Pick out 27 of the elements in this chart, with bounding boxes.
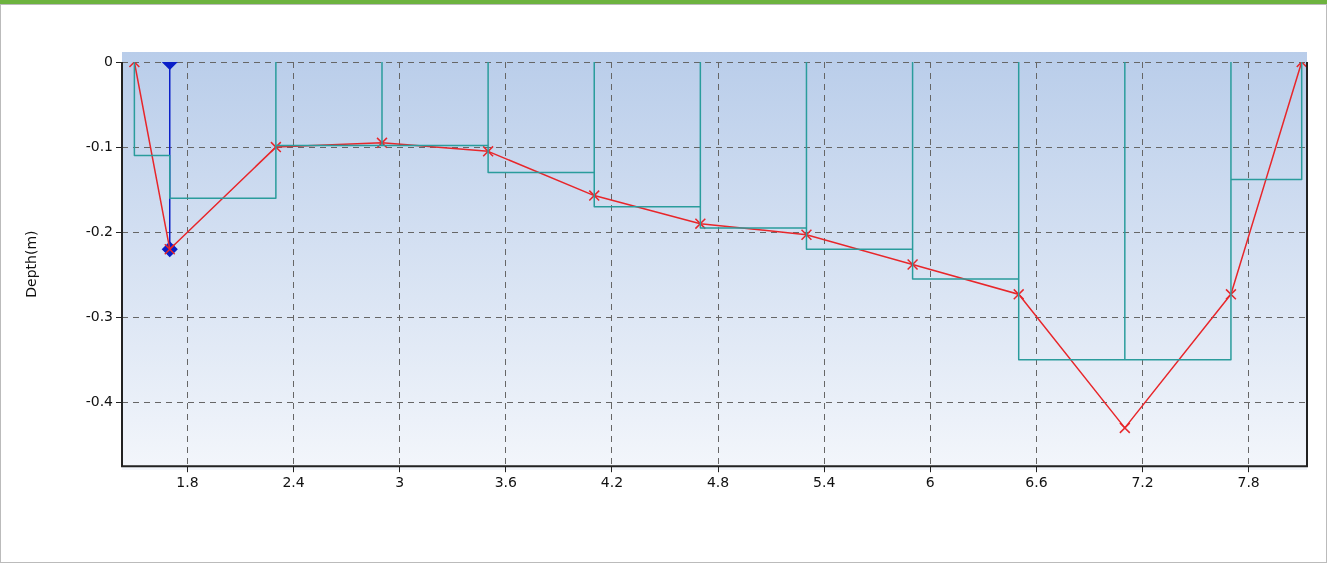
point [482,145,494,158]
x-tick-label: 2.4 [282,474,305,491]
point [1119,422,1131,434]
x-tick-label: 7.2 [1131,474,1154,491]
point [906,258,919,271]
x-tick-label: 7.8 [1237,474,1260,491]
x-tick-label: 6 [925,474,935,491]
point [588,189,600,202]
x-tick-label: 3.6 [494,474,518,491]
x-tick-label: 1.8 [176,474,199,491]
x-tick-label: 4.2 [600,474,624,491]
y-tick-label: -0.2 [85,222,113,239]
point [1013,288,1025,301]
y-tick-label: -0.1 [85,137,113,154]
point [694,217,707,230]
y-tick-label: -0.4 [85,393,114,410]
x-tick-label: 5.4 [813,474,836,491]
point [1225,288,1237,301]
y-tick-label: -0.3 [85,307,113,324]
y-axis-title: Depth(m) [23,230,40,298]
x-tick-label: 3 [395,474,405,491]
y-tick-label: 0 [104,52,113,69]
x-tick-label: 4.8 [706,474,730,491]
point [270,141,282,153]
point [376,137,388,149]
point [800,229,813,241]
x-tick-label: 6.6 [1025,474,1048,491]
